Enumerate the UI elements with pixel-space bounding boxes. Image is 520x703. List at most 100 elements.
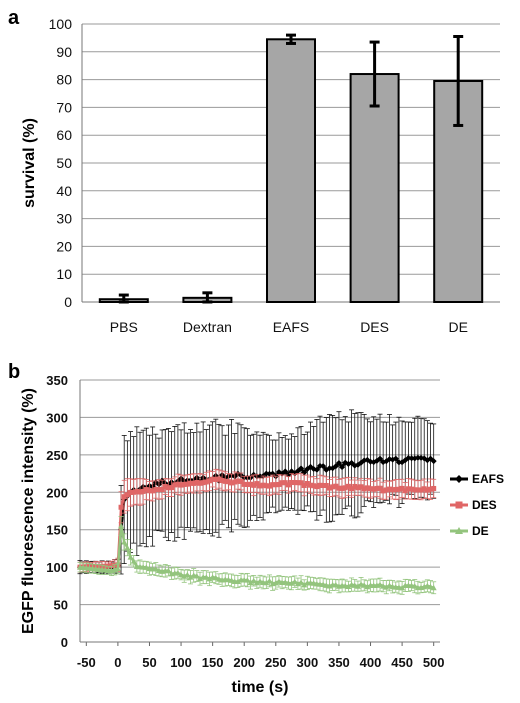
chart-b-point — [342, 485, 348, 491]
chart-b-point — [124, 492, 130, 498]
chart-b-point — [361, 486, 367, 492]
chart-b-point — [333, 483, 339, 489]
chart-b-point — [200, 480, 206, 486]
chart-b-point — [105, 563, 111, 569]
chart-b-point — [345, 483, 351, 489]
chart-b-point — [396, 486, 402, 492]
chart-b-point — [377, 455, 383, 462]
chart-b-point — [143, 487, 149, 493]
chart-b-point — [282, 480, 288, 486]
chart-a-x-tick-label: PBS — [110, 319, 138, 335]
chart-b-point — [408, 455, 415, 462]
chart-b-point — [206, 575, 213, 582]
chart-b-point — [257, 483, 263, 489]
chart-b-point — [210, 476, 216, 482]
chart-b-point — [311, 483, 317, 489]
chart-b-point — [263, 483, 269, 489]
chart-b-point — [332, 581, 339, 588]
chart-b-point — [248, 481, 254, 487]
chart-b-point — [251, 482, 257, 488]
chart-b-point — [150, 488, 156, 494]
chart-a-y-tick-label: 50 — [56, 155, 72, 171]
chart-a-y-tick-label: 60 — [56, 127, 72, 143]
chart-a-y-tick-label: 100 — [49, 16, 73, 32]
chart-b-point — [386, 582, 393, 588]
chart-b-point — [178, 482, 184, 488]
chart-b-point — [250, 577, 257, 584]
chart-b-point — [279, 480, 285, 486]
chart-b-point — [124, 544, 131, 551]
chart-a-y-tick-label: 40 — [56, 183, 72, 199]
chart-b-point — [409, 486, 415, 492]
chart-a-y-tick-labels: 0 10 20 30 40 50 60 70 80 90 100 — [49, 16, 73, 310]
chart-b-point — [288, 580, 295, 586]
chart-a-y-tick-label: 80 — [56, 72, 72, 88]
chart-a-bar — [266, 38, 316, 303]
chart-b-point — [272, 579, 279, 586]
chart-b-point — [162, 483, 168, 489]
chart-a-y-tick-label: 30 — [56, 211, 72, 227]
chart-b-point — [298, 465, 305, 472]
chart-b-point — [140, 488, 146, 494]
chart-b-y-tick-label: 300 — [46, 410, 68, 425]
chart-b-x-tick-labels: -50 0 50 100 150 200 250 300 350 400 450 500 — [77, 655, 445, 670]
chart-b-point — [301, 482, 307, 488]
chart-b-point — [172, 482, 178, 488]
chart-b-point — [320, 463, 327, 470]
chart-b-x-tick-label: -50 — [77, 655, 96, 670]
chart-b-legend-marker — [455, 501, 463, 509]
chart-b-point — [412, 487, 418, 493]
chart-b-x-tick-label: 150 — [202, 655, 224, 670]
chart-a-x-tick-label: DES — [360, 319, 389, 335]
chart-b-point — [368, 486, 374, 492]
chart-b-x-tick-label: 200 — [233, 655, 255, 670]
chart-b-point — [285, 482, 291, 488]
chart-b-point — [234, 578, 241, 584]
chart-b-point — [390, 487, 396, 493]
panel-b-letter: b — [8, 361, 20, 383]
chart-b-point — [222, 478, 228, 484]
chart-b-point — [130, 558, 137, 564]
chart-b-point — [335, 459, 342, 466]
chart-b-point — [197, 575, 203, 582]
chart-b-y-tick-label: 350 — [46, 373, 68, 388]
chart-b-series-de — [77, 516, 437, 595]
chart-b-point — [229, 480, 235, 486]
chart-b-point — [165, 567, 172, 574]
chart-b-x-tick-label: 300 — [297, 655, 319, 670]
chart-b-point — [273, 482, 279, 488]
chart-b-point — [219, 478, 225, 484]
chart-b-point — [247, 579, 254, 586]
chart-a-x-tick-labels: PBS Dextran EAFS DES DE — [110, 319, 468, 335]
chart-b-x-axis-label: time (s) — [232, 679, 289, 696]
chart-b-point — [395, 459, 402, 466]
chart-b-point — [308, 482, 314, 488]
chart-b-point — [301, 581, 308, 588]
chart-b-point — [399, 584, 406, 591]
chart-b-point — [345, 583, 352, 590]
chart-b-point — [326, 485, 332, 491]
chart-b-point — [275, 578, 282, 584]
chart-b-point — [152, 566, 159, 572]
chart-a-x-tick-label: Dextran — [183, 319, 232, 335]
chart-b-point — [428, 486, 434, 492]
chart-b-point — [193, 573, 200, 579]
chart-b-point — [203, 574, 210, 580]
chart-b-point — [386, 486, 392, 492]
chart-b-point — [257, 578, 263, 584]
chart-b-point — [165, 485, 171, 491]
chart-b-point — [418, 487, 424, 493]
chart-b-point — [114, 565, 121, 572]
chart-b-point — [266, 577, 273, 584]
chart-b-legend: EAFS DES DE — [450, 472, 504, 538]
chart-b-point — [421, 486, 427, 492]
chart-b-point — [266, 483, 272, 489]
chart-b-point — [169, 485, 175, 491]
chart-b-point — [244, 577, 251, 583]
chart-b-point — [260, 482, 266, 488]
chart-a-y-tick-label: 90 — [56, 44, 72, 60]
chart-b-point — [298, 579, 305, 585]
chart-b-point — [383, 487, 389, 493]
chart-b-point — [197, 480, 203, 486]
